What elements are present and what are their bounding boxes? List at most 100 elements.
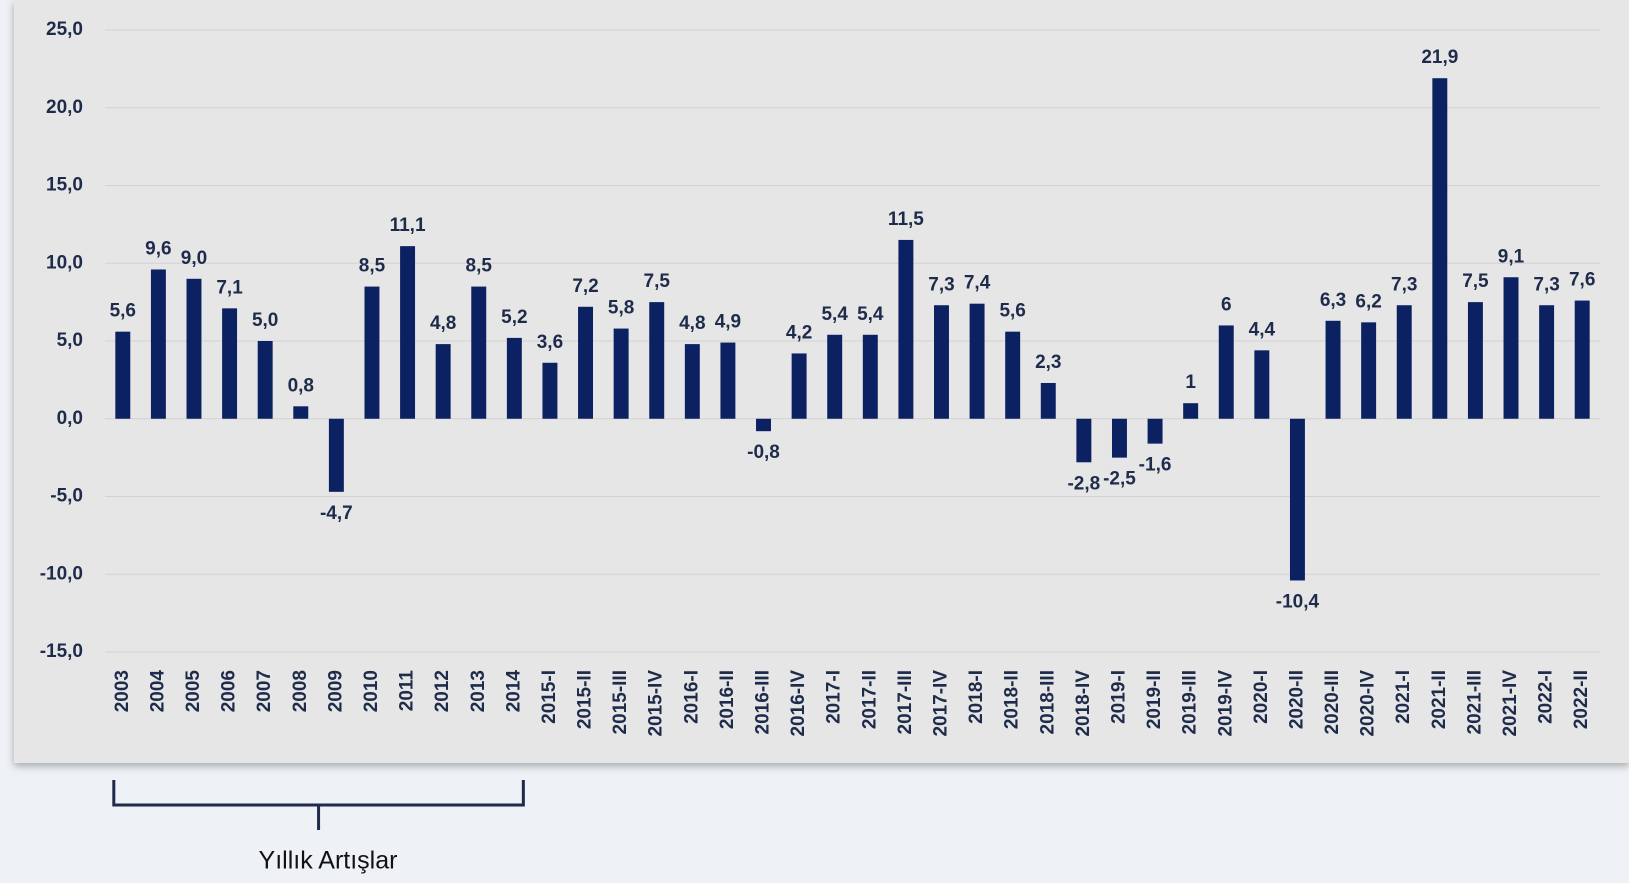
data-label: 1 [1185,372,1196,393]
bar [115,331,131,419]
x-tick-label: 2006 [219,670,240,712]
data-label: -0,8 [747,442,780,463]
bar [1040,382,1056,419]
data-label: 7,3 [928,274,954,295]
bar [1539,305,1555,419]
data-label: 21,9 [1421,47,1458,68]
x-tick-label: 2021-III [1464,670,1485,734]
bar [293,406,309,419]
x-tick-label: 2015-II [575,670,596,729]
data-label: 5,0 [252,310,278,331]
y-tick-label: 10,0 [46,252,83,273]
data-label: 7,6 [1569,270,1595,291]
x-tick-label: 2005 [183,670,204,713]
data-label: 6,2 [1355,291,1381,312]
bar [684,344,700,419]
bar [827,334,843,419]
data-label: -10,4 [1276,591,1320,612]
annotation: Yıllık Artışlar [259,847,398,875]
x-tick-label: 2008 [290,670,311,712]
data-label: 5,4 [857,304,884,325]
bar [1254,350,1270,419]
x-tick-label: 2018-II [1002,670,1023,729]
x-tick-label: 2017-III [895,670,916,734]
data-label: -2,5 [1103,469,1136,490]
data-label: 8,5 [359,256,386,277]
data-label: 2,3 [1035,352,1061,373]
data-label: 5,8 [608,298,634,319]
x-tick-label: 2014 [503,670,524,713]
x-tick-label: 2007 [254,670,275,712]
x-tick-label: 2010 [361,670,382,712]
data-label: 4,4 [1249,319,1276,340]
bar [756,418,771,432]
bar [1325,320,1341,419]
bar [1183,403,1199,419]
bar [1361,322,1377,419]
x-tick-label: 2016-II [717,670,738,729]
x-tick-label: 2019-I [1108,670,1129,724]
data-label: 7,1 [216,277,243,298]
y-tick-label: 0,0 [57,408,83,429]
data-label: 7,2 [572,276,598,297]
x-tick-label: 2022-I [1536,670,1557,724]
bar [1503,277,1519,419]
x-tick-label: 2015-IV [646,670,667,737]
data-label: 3,6 [537,332,563,353]
bar [1396,305,1412,419]
bar [328,418,344,492]
bar [720,342,736,419]
data-label: -2,8 [1067,473,1100,494]
bar [898,239,914,419]
x-tick-label: 2016-IV [788,670,809,737]
bar [1432,78,1448,419]
x-tick-label: 2015-III [610,670,631,734]
bar [649,302,665,419]
bar [613,328,629,419]
y-tick-label: 15,0 [46,175,83,196]
bar [578,306,594,419]
x-tick-label: 2020-IV [1358,670,1379,737]
bar [186,278,202,419]
data-label: 5,4 [821,304,848,325]
bar [1005,331,1021,419]
data-label: 9,0 [181,248,207,269]
bar [506,337,522,419]
data-label: 7,3 [1391,274,1417,295]
x-tick-label: 2013 [468,670,489,712]
data-label: 5,2 [501,307,527,328]
data-label: 0,8 [288,375,314,396]
data-label: 9,1 [1498,246,1525,267]
data-label: 5,6 [999,301,1025,322]
x-tick-label: 2016-I [681,670,702,724]
y-tick-label: -5,0 [50,486,83,507]
data-label: 11,5 [888,209,924,230]
bar [471,286,487,419]
bar [1467,302,1483,419]
x-tick-label: 2011 [397,670,418,712]
data-label: -4,7 [320,503,353,524]
data-label: 7,4 [964,273,991,294]
x-tick-label: 2017-II [859,670,880,729]
bar [257,341,273,419]
x-tick-label: 2016-III [753,670,774,734]
bar [969,303,985,419]
x-tick-label: 2021-I [1393,670,1414,724]
y-tick-label: 25,0 [46,19,83,40]
data-label: 4,9 [715,312,741,333]
x-tick-label: 2019-III [1180,670,1201,734]
bar [222,308,238,419]
data-label: 7,3 [1533,274,1559,295]
bar [364,286,380,419]
plot-panel [14,0,1629,763]
bracket [112,780,525,830]
bar [1218,325,1234,419]
x-tick-label: 2018-IV [1073,670,1094,737]
bar [862,334,878,419]
x-tick-label: 2020-II [1286,670,1307,729]
x-tick-label: 2012 [432,670,453,712]
x-tick-label: 2009 [325,670,346,712]
bar [400,246,416,419]
